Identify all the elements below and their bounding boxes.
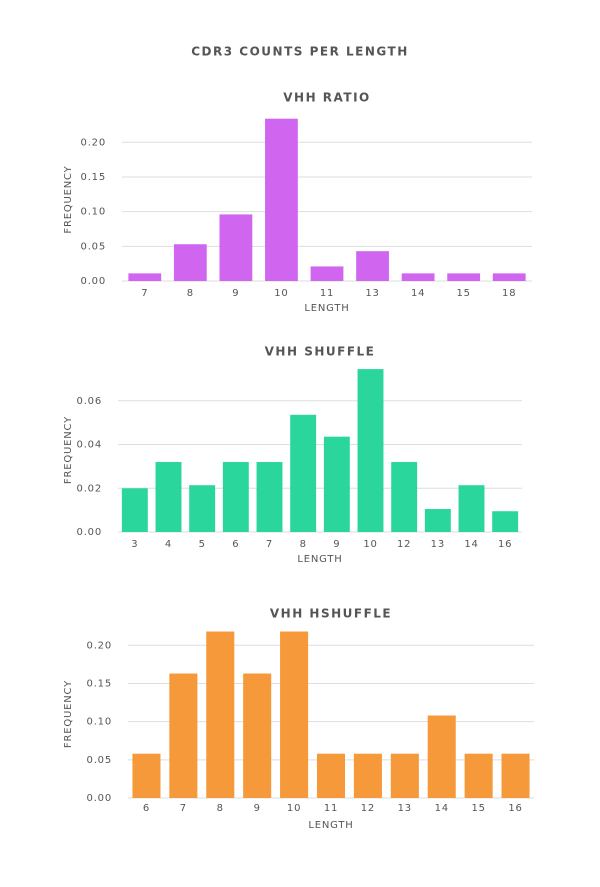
x-tick-label: 9 xyxy=(333,539,340,550)
x-tick-label: 10 xyxy=(287,803,301,814)
y-tick-label: 0.06 xyxy=(77,396,102,407)
bar xyxy=(458,485,485,532)
bar xyxy=(206,631,235,798)
x-tick-label: 6 xyxy=(232,539,239,550)
x-tick-label: 11 xyxy=(324,803,338,814)
x-tick-label: 16 xyxy=(508,803,522,814)
bar xyxy=(121,488,148,532)
bar xyxy=(265,118,298,281)
bar xyxy=(323,436,350,532)
x-tick-label: 12 xyxy=(361,803,375,814)
bar xyxy=(169,673,198,798)
x-tick-label: 9 xyxy=(232,288,239,299)
x-tick-label: 14 xyxy=(464,539,478,550)
y-axis-label: FREQUENCY xyxy=(63,165,74,233)
x-tick-label: 9 xyxy=(254,803,261,814)
x-tick-label: 13 xyxy=(398,803,412,814)
y-axis-label: FREQUENCY xyxy=(63,680,74,748)
bar xyxy=(424,509,451,532)
x-tick-label: 14 xyxy=(435,803,449,814)
y-tick-label: 0.05 xyxy=(81,241,106,252)
bar xyxy=(189,485,216,532)
bar xyxy=(222,462,249,532)
x-tick-label: 13 xyxy=(365,288,379,299)
y-tick-label: 0.02 xyxy=(77,483,102,494)
bar xyxy=(256,462,283,532)
bar xyxy=(427,715,456,798)
bar xyxy=(132,753,161,798)
bar xyxy=(310,266,344,281)
bar xyxy=(356,251,389,281)
y-tick-label: 0.15 xyxy=(87,678,112,689)
x-tick-label: 16 xyxy=(498,539,512,550)
y-tick-label: 0.00 xyxy=(77,527,102,538)
page-title: CDR3 COUNTS PER LENGTH xyxy=(191,45,409,59)
x-tick-label: 18 xyxy=(502,288,516,299)
x-tick-label: 13 xyxy=(431,539,445,550)
y-tick-label: 0.05 xyxy=(87,755,112,766)
bar xyxy=(173,244,207,281)
x-tick-label: 5 xyxy=(199,539,206,550)
y-tick-label: 0.00 xyxy=(81,276,106,287)
x-tick-label: 15 xyxy=(471,803,485,814)
x-tick-label: 3 xyxy=(131,539,138,550)
y-tick-label: 0.04 xyxy=(77,440,102,451)
bar xyxy=(464,753,493,798)
bar xyxy=(353,753,382,798)
y-tick-label: 0.20 xyxy=(81,137,106,148)
chart-title: VHH HSHUFFLE xyxy=(270,607,392,621)
x-tick-label: 8 xyxy=(217,803,224,814)
x-tick-label: 15 xyxy=(457,288,471,299)
chart-title: VHH RATIO xyxy=(283,91,371,105)
bar xyxy=(219,214,253,281)
x-axis-label: LENGTH xyxy=(308,820,353,831)
x-tick-label: 7 xyxy=(266,539,273,550)
x-tick-label: 12 xyxy=(397,539,411,550)
x-tick-label: 14 xyxy=(411,288,425,299)
y-tick-label: 0.20 xyxy=(87,640,112,651)
y-tick-label: 0.00 xyxy=(87,793,112,804)
y-axis-label: FREQUENCY xyxy=(63,416,74,484)
bar xyxy=(391,462,418,532)
bar xyxy=(243,673,272,798)
y-tick-label: 0.15 xyxy=(81,172,106,183)
bar xyxy=(155,462,182,532)
bar xyxy=(401,273,435,281)
x-axis-label: LENGTH xyxy=(304,303,349,314)
bar xyxy=(280,631,309,798)
bar xyxy=(447,273,481,281)
bar xyxy=(501,753,530,798)
y-tick-label: 0.10 xyxy=(81,207,106,218)
x-axis-label: LENGTH xyxy=(297,554,342,565)
bar xyxy=(290,414,317,532)
x-tick-label: 8 xyxy=(300,539,307,550)
bar xyxy=(390,753,419,798)
x-tick-label: 7 xyxy=(180,803,187,814)
x-tick-label: 11 xyxy=(320,288,334,299)
chart-title: VHH SHUFFLE xyxy=(265,345,376,359)
bar xyxy=(492,511,519,532)
x-tick-label: 10 xyxy=(363,539,377,550)
y-tick-label: 0.10 xyxy=(87,717,112,728)
x-tick-label: 8 xyxy=(187,288,194,299)
x-tick-label: 7 xyxy=(141,288,148,299)
x-tick-label: 10 xyxy=(274,288,288,299)
x-tick-label: 6 xyxy=(143,803,150,814)
x-tick-label: 4 xyxy=(165,539,172,550)
bar xyxy=(316,753,346,798)
bar xyxy=(128,273,162,281)
bar xyxy=(492,273,526,281)
bar xyxy=(357,369,384,532)
